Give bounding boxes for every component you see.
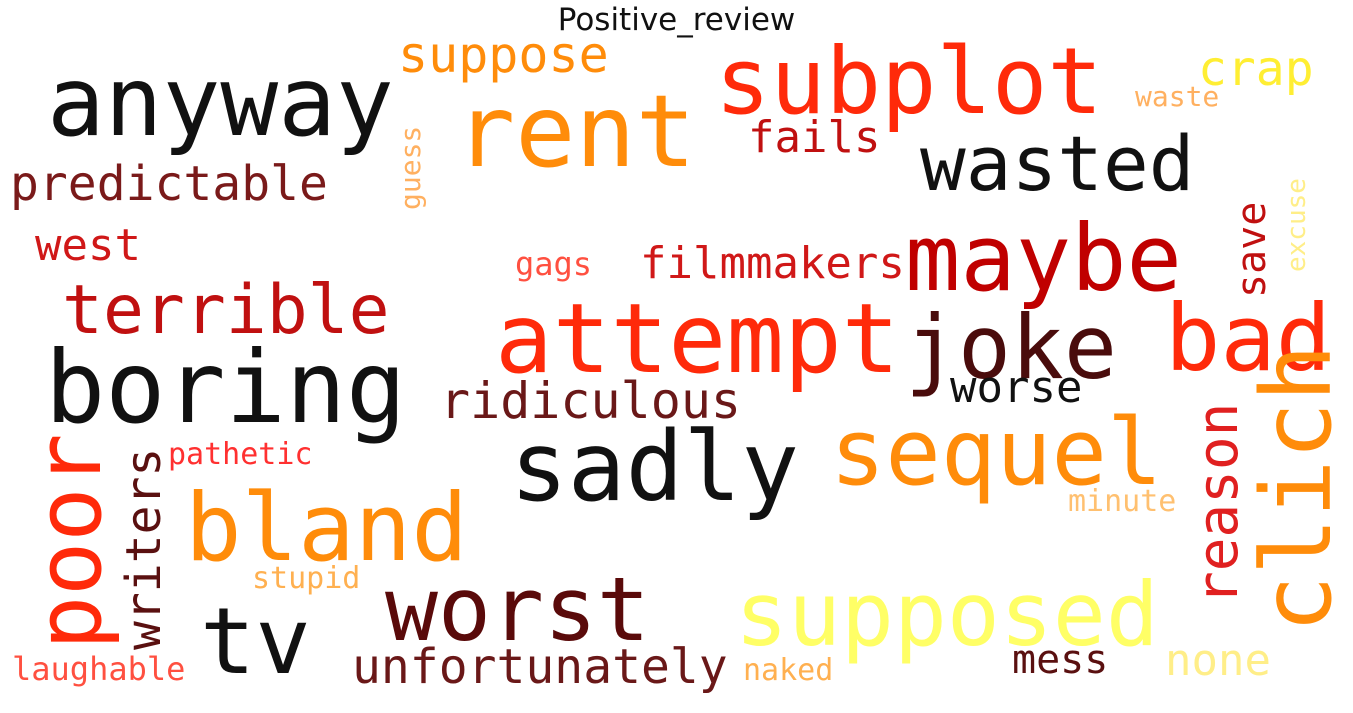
word-rent: rent — [455, 73, 696, 190]
word-mess: mess — [1012, 637, 1108, 683]
word-unfortunately: unfortunately — [352, 639, 728, 695]
word-tv: tv — [200, 588, 311, 695]
chart-title: Positive_review — [557, 2, 796, 38]
word-attempt: attempt — [495, 283, 900, 395]
word-reason: reason — [1186, 403, 1251, 605]
word-excuse: excuse — [1282, 178, 1312, 272]
word-sequel: sequel — [830, 399, 1162, 506]
word-poor: poor — [17, 433, 122, 650]
word-filmmakers: filmmakers — [640, 238, 905, 289]
word-joke: joke — [905, 296, 1117, 399]
word-save: save — [1229, 202, 1275, 298]
word-anyway: anyway — [47, 46, 394, 158]
word-west: west — [35, 220, 141, 271]
word-wasted: wasted — [920, 119, 1195, 208]
word-ridiculous: ridiculous — [440, 372, 741, 430]
word-stupid: stupid — [252, 561, 360, 596]
word-naked: naked — [743, 653, 833, 688]
word-laughable: laughable — [12, 650, 185, 688]
word-bad: bad — [1165, 285, 1331, 392]
word-fails: fails — [748, 112, 880, 163]
word-clich: clich — [1241, 344, 1353, 633]
word-minute: minute — [1068, 484, 1176, 519]
word-writers: writers — [116, 448, 172, 650]
word-waste: waste — [1135, 80, 1219, 113]
word-terrible: terrible — [62, 271, 390, 350]
word-crap: crap — [1198, 41, 1314, 97]
word-maybe: maybe — [905, 205, 1182, 312]
word-boring: boring — [45, 329, 406, 446]
word-sadly: sadly — [510, 411, 799, 523]
word-guess: guess — [394, 126, 427, 210]
word-none: none — [1165, 635, 1271, 686]
word-subplot: subplot — [715, 28, 1103, 135]
word-pathetic: pathetic — [168, 437, 313, 472]
word-suppose: suppose — [398, 26, 609, 84]
word-worse: worse — [950, 362, 1082, 413]
word-predictable: predictable — [10, 156, 328, 212]
word-supposed: supposed — [735, 563, 1159, 666]
word-worst: worst — [385, 558, 650, 661]
word-bland: bland — [185, 474, 468, 583]
word-gags: gags — [515, 245, 592, 283]
